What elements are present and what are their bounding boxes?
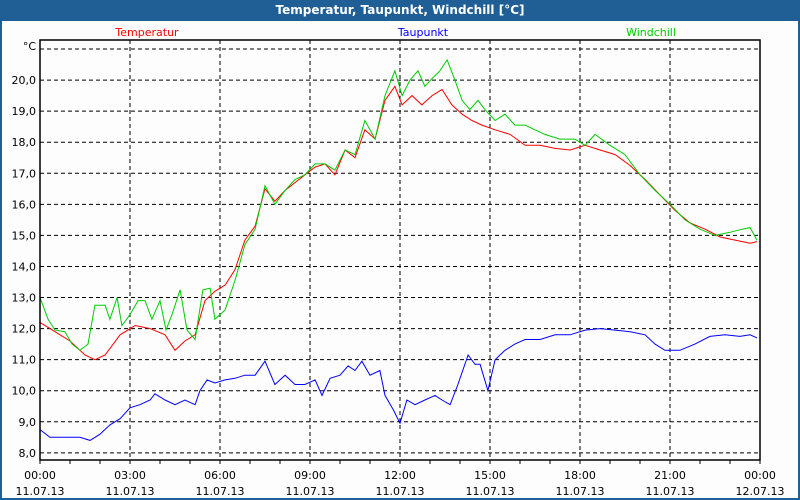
y-tick-label: 15,0: [12, 229, 37, 242]
series-lines: [39, 58, 758, 441]
legend-temperatur: Temperatur: [114, 26, 179, 39]
y-tick-label: 12,0: [12, 323, 37, 336]
x-tick-date: 12.07.13: [736, 485, 785, 498]
x-tick-date: 11.07.13: [106, 485, 155, 498]
window-title: Temperatur, Taupunkt, Windchill [°C]: [275, 3, 525, 17]
series-line-taupunkt: [39, 328, 758, 441]
series-line-windchill: [39, 58, 758, 351]
x-tick-time: 03:00: [114, 469, 146, 482]
x-tick-date: 11.07.13: [16, 485, 65, 498]
x-tick-time: 00:00: [24, 469, 56, 482]
legend-windchill: Windchill: [626, 26, 676, 39]
x-tick-time: 21:00: [654, 469, 686, 482]
axes: 8,0 9,0 10,0 11,0 12,0 13,0 14,0 15,0 16,0 17,0 18…: [12, 74, 785, 498]
x-tick-date: 11.07.13: [556, 485, 605, 498]
series-line-temperatur: [39, 85, 758, 361]
x-tick-date: 11.07.13: [646, 485, 695, 498]
y-tick-label: 17,0: [12, 167, 37, 180]
y-tick-label: 13,0: [12, 292, 37, 305]
y-tick-label: 20,0: [12, 74, 37, 87]
x-tick-time: 12:00: [384, 469, 416, 482]
y-tick-label: 16,0: [12, 198, 37, 211]
x-tick-time: 15:00: [474, 469, 506, 482]
x-tick-time: 18:00: [564, 469, 596, 482]
y-tick-label: 8,0: [19, 447, 37, 460]
x-tick-time: 00:00: [744, 469, 776, 482]
x-tick-date: 11.07.13: [466, 485, 515, 498]
y-axis-unit: °C: [23, 40, 37, 53]
x-tick-date: 11.07.13: [286, 485, 335, 498]
y-tick-label: 9,0: [19, 416, 37, 429]
grid: [40, 40, 760, 460]
x-tick-time: 06:00: [204, 469, 236, 482]
y-tick-label: 14,0: [12, 260, 37, 273]
y-tick-label: 11,0: [12, 354, 37, 367]
legend-taupunkt: Taupunkt: [397, 26, 449, 39]
x-tick-time: 09:00: [294, 469, 326, 482]
y-tick-label: 18,0: [12, 136, 37, 149]
y-tick-label: 19,0: [12, 105, 37, 118]
y-tick-label: 10,0: [12, 385, 37, 398]
x-tick-date: 11.07.13: [196, 485, 245, 498]
x-tick-date: 11.07.13: [376, 485, 425, 498]
